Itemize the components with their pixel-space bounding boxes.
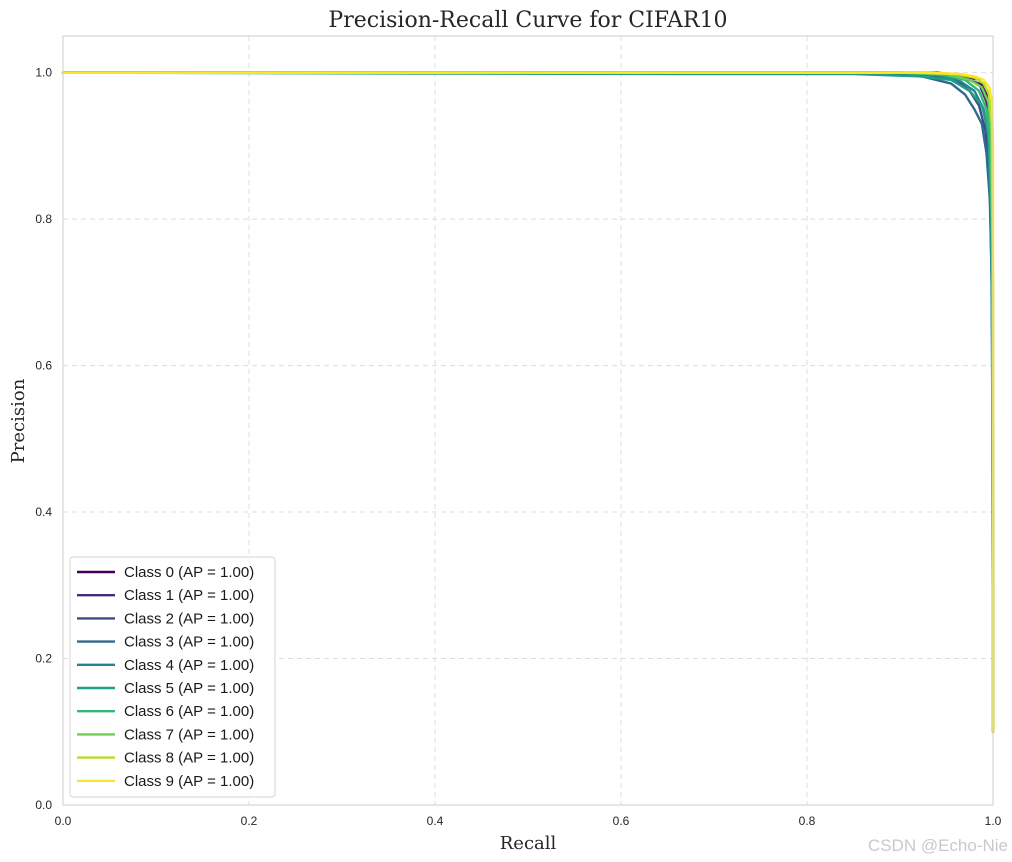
y-tick-label: 0.8	[35, 212, 52, 226]
legend-entry-class-0: Class 0 (AP = 1.00)	[124, 564, 254, 581]
y-axis-label: Precision	[8, 378, 29, 463]
legend-entry-class-8: Class 8 (AP = 1.00)	[124, 750, 254, 767]
x-tick-label: 0.8	[799, 814, 816, 828]
legend-entry-class-9: Class 9 (AP = 1.00)	[124, 773, 254, 790]
x-tick-label: 1.0	[985, 814, 1002, 828]
legend-entry-class-6: Class 6 (AP = 1.00)	[124, 703, 254, 720]
x-tick-label: 0.4	[427, 814, 444, 828]
y-tick-label: 0.6	[35, 359, 52, 373]
y-tick-label: 0.4	[35, 505, 52, 519]
plot-frame	[62, 35, 994, 806]
series-layer	[61, 71, 995, 733]
y-tick-label: 0.0	[35, 798, 52, 812]
legend-entry-class-1: Class 1 (AP = 1.00)	[124, 587, 254, 604]
legend-entry-class-5: Class 5 (AP = 1.00)	[124, 680, 254, 697]
y-tick-label: 0.2	[35, 652, 52, 666]
legend-entry-class-2: Class 2 (AP = 1.00)	[124, 610, 254, 627]
legend-entry-class-4: Class 4 (AP = 1.00)	[124, 657, 254, 674]
x-axis-label: Recall	[500, 833, 557, 854]
x-tick-label: 0.6	[613, 814, 630, 828]
x-tick-label: 0.2	[241, 814, 258, 828]
x-tick-labels: 0.0 0.2 0.4 0.6 0.8 1.0	[55, 814, 1002, 828]
legend-entry-class-3: Class 3 (AP = 1.00)	[124, 634, 254, 651]
legend-entry-class-7: Class 7 (AP = 1.00)	[124, 726, 254, 743]
legend: Class 0 (AP = 1.00) Class 1 (AP = 1.00) Cl…	[69, 556, 276, 798]
chart-title: Precision-Recall Curve for CIFAR10	[328, 8, 727, 33]
legend-box	[69, 556, 276, 798]
y-tick-labels: 0.0 0.2 0.4 0.6 0.8 1.0	[35, 66, 52, 812]
x-tick-label: 0.0	[55, 814, 72, 828]
y-tick-label: 1.0	[35, 66, 52, 80]
watermark-text: CSDN @Echo-Nie	[868, 836, 1008, 855]
